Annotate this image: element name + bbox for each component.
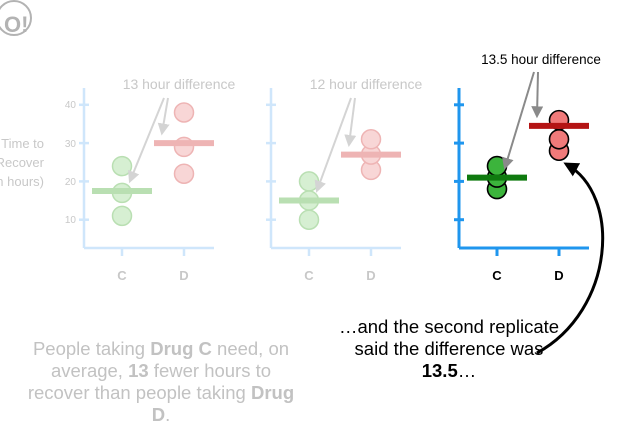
data-point-d [360, 129, 382, 150]
caption-text: . [165, 404, 171, 425]
y-axis-label: Time to Recover (in hours) [0, 136, 45, 189]
data-point-c [111, 155, 133, 177]
caption-text: fewer hours to recover than people takin… [27, 360, 272, 403]
arrow-to-c-mean [128, 97, 165, 184]
y-axis-label-line: Recover [0, 155, 45, 170]
data-point-d [548, 128, 570, 150]
y-tick-labels: 10 20 30 40 [65, 100, 77, 226]
statquest-logo-stamp: O! [0, 0, 32, 37]
panel-replicate-2: C D 12 hour difference [266, 76, 423, 283]
y-axis-label-line: Time to [1, 136, 44, 151]
arrow-to-d-mean [531, 71, 544, 119]
y-tick-label: 30 [65, 139, 77, 150]
caption-text: … [457, 360, 477, 381]
caption-text: …and the second replicate said the diffe… [338, 316, 560, 359]
data-point-c [486, 155, 508, 177]
caption-right: …and the second replicate said the diffe… [330, 316, 568, 382]
caption-bold: 13 [128, 360, 149, 381]
arrow-to-d-mean [344, 97, 357, 147]
y-tick-label: 20 [65, 177, 77, 188]
panel-replicate-1: C D 13 hour difference [79, 76, 236, 283]
x-tick-label: D [554, 268, 563, 283]
x-tick-label: D [179, 268, 188, 283]
panels-layer: C D 13 hour difference C D 12 hour difference… [79, 52, 601, 283]
y-tick-label: 10 [65, 215, 77, 226]
arrow-to-d-mean [157, 97, 170, 136]
curved-arrow [536, 162, 605, 355]
data-point-d [173, 102, 195, 123]
panel-replicate-3: C D 13.5 hour difference [454, 52, 601, 283]
difference-label: 12 hour difference [310, 76, 423, 92]
caption-text: People taking [32, 338, 151, 359]
difference-label: 13.5 hour difference [481, 52, 601, 67]
data-point-c [111, 205, 133, 227]
difference-label: 13 hour difference [123, 76, 236, 92]
y-tick-label: 40 [65, 100, 77, 111]
caption-bold: Drug C [150, 338, 212, 359]
caption-left: People taking Drug C need, on average, 1… [20, 338, 302, 426]
caption-text: need, on average, [50, 338, 290, 381]
caption-bold: 13.5 [421, 360, 458, 381]
data-point-c [298, 209, 320, 230]
data-point-d [173, 163, 195, 184]
data-point-c [298, 171, 320, 192]
x-tick-label: C [304, 268, 314, 283]
x-tick-label: C [117, 268, 127, 283]
caption-bold: Drug D [151, 382, 295, 425]
x-tick-label: D [366, 268, 375, 283]
arrow-to-c-mean [314, 97, 352, 193]
x-tick-label: C [492, 268, 502, 283]
y-axis-label-line: (in hours) [0, 174, 44, 189]
svg-text:O!: O! [4, 12, 28, 37]
arrow-to-c-mean [502, 71, 535, 170]
